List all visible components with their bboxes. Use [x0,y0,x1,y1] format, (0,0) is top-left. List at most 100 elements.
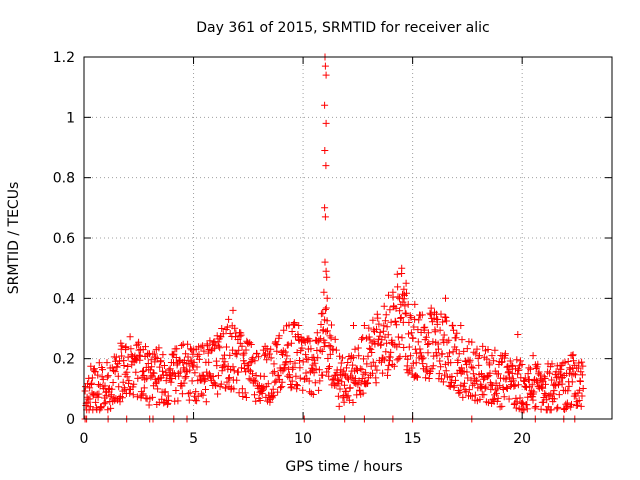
data-point [150,350,158,358]
data-point [384,331,392,339]
data-point [407,352,415,360]
data-point [174,397,182,405]
data-point [125,377,133,385]
data-point [186,389,194,397]
x-tick-label: 20 [513,431,531,447]
data-point [510,382,518,390]
data-point [294,382,301,390]
data-point [362,369,370,377]
data-point [499,386,507,393]
data-point [245,366,253,374]
data-point [578,392,586,400]
data-point [501,350,509,358]
data-point [94,371,102,379]
data-point [235,389,243,397]
data-point [453,329,461,337]
data-point [424,329,432,337]
data-point [225,374,233,382]
data-point [458,336,466,344]
data-point [438,350,446,358]
data-point [554,403,562,411]
data-point [247,341,255,348]
data-point [531,404,539,412]
data-point [480,391,488,399]
data-point [252,397,260,405]
data-point [374,314,382,322]
data-point [436,326,444,334]
data-point [371,362,379,370]
data-point [216,344,224,352]
data-point [311,359,319,367]
data-point [202,386,209,393]
data-point [99,366,106,374]
data-point [379,354,387,362]
data-point [284,341,292,349]
data-point [320,343,328,351]
data-point [535,368,543,376]
data-point [320,288,328,296]
data-point [513,356,521,364]
data-point [311,379,319,387]
data-point [197,390,205,398]
data-point [557,365,565,373]
data-point [253,350,261,358]
data-point [293,349,301,356]
data-point [564,358,572,365]
data-point [87,362,95,370]
data-point [345,396,353,404]
data-point [199,391,207,399]
data-point [388,336,396,344]
data-point [433,352,441,360]
data-point [184,353,192,361]
data-point [482,383,490,391]
data-point [110,367,117,374]
data-point [458,364,466,372]
data-point [555,391,563,399]
data-point [469,370,477,378]
data-point [298,344,306,352]
data-point [351,345,359,353]
data-point [321,101,329,109]
data-point [428,365,436,373]
data-point [321,147,329,154]
data-point [424,341,432,348]
data-point [244,340,252,347]
data-point [272,377,280,385]
data-point [577,402,585,410]
x-tick-label: 0 [80,431,89,447]
data-point [486,361,494,369]
data-point [405,319,413,326]
data-point [459,393,467,401]
data-point [479,342,487,350]
data-point [426,309,434,317]
data-point [579,385,587,392]
data-point [113,363,121,371]
data-point [466,356,474,364]
data-point [563,399,571,407]
data-point [547,406,555,414]
data-point [156,363,164,371]
data-point [493,389,500,397]
data-point [153,355,161,362]
data-point [578,371,586,379]
data-point [514,381,522,389]
data-point [523,405,531,413]
data-point [444,353,452,361]
data-point [428,318,436,326]
data-point [275,332,283,340]
data-point [269,369,277,377]
data-point [574,401,581,409]
data-point [356,365,364,373]
data-point [404,300,412,308]
data-point [538,383,545,391]
grid-lines [84,57,612,419]
data-point [214,372,222,380]
data-point [401,302,409,310]
data-point [421,323,429,331]
data-point [358,365,366,373]
data-point [457,322,465,329]
data-point [235,346,243,354]
y-tick-label: 1 [66,110,75,126]
data-point [184,340,192,348]
data-point [561,358,569,366]
